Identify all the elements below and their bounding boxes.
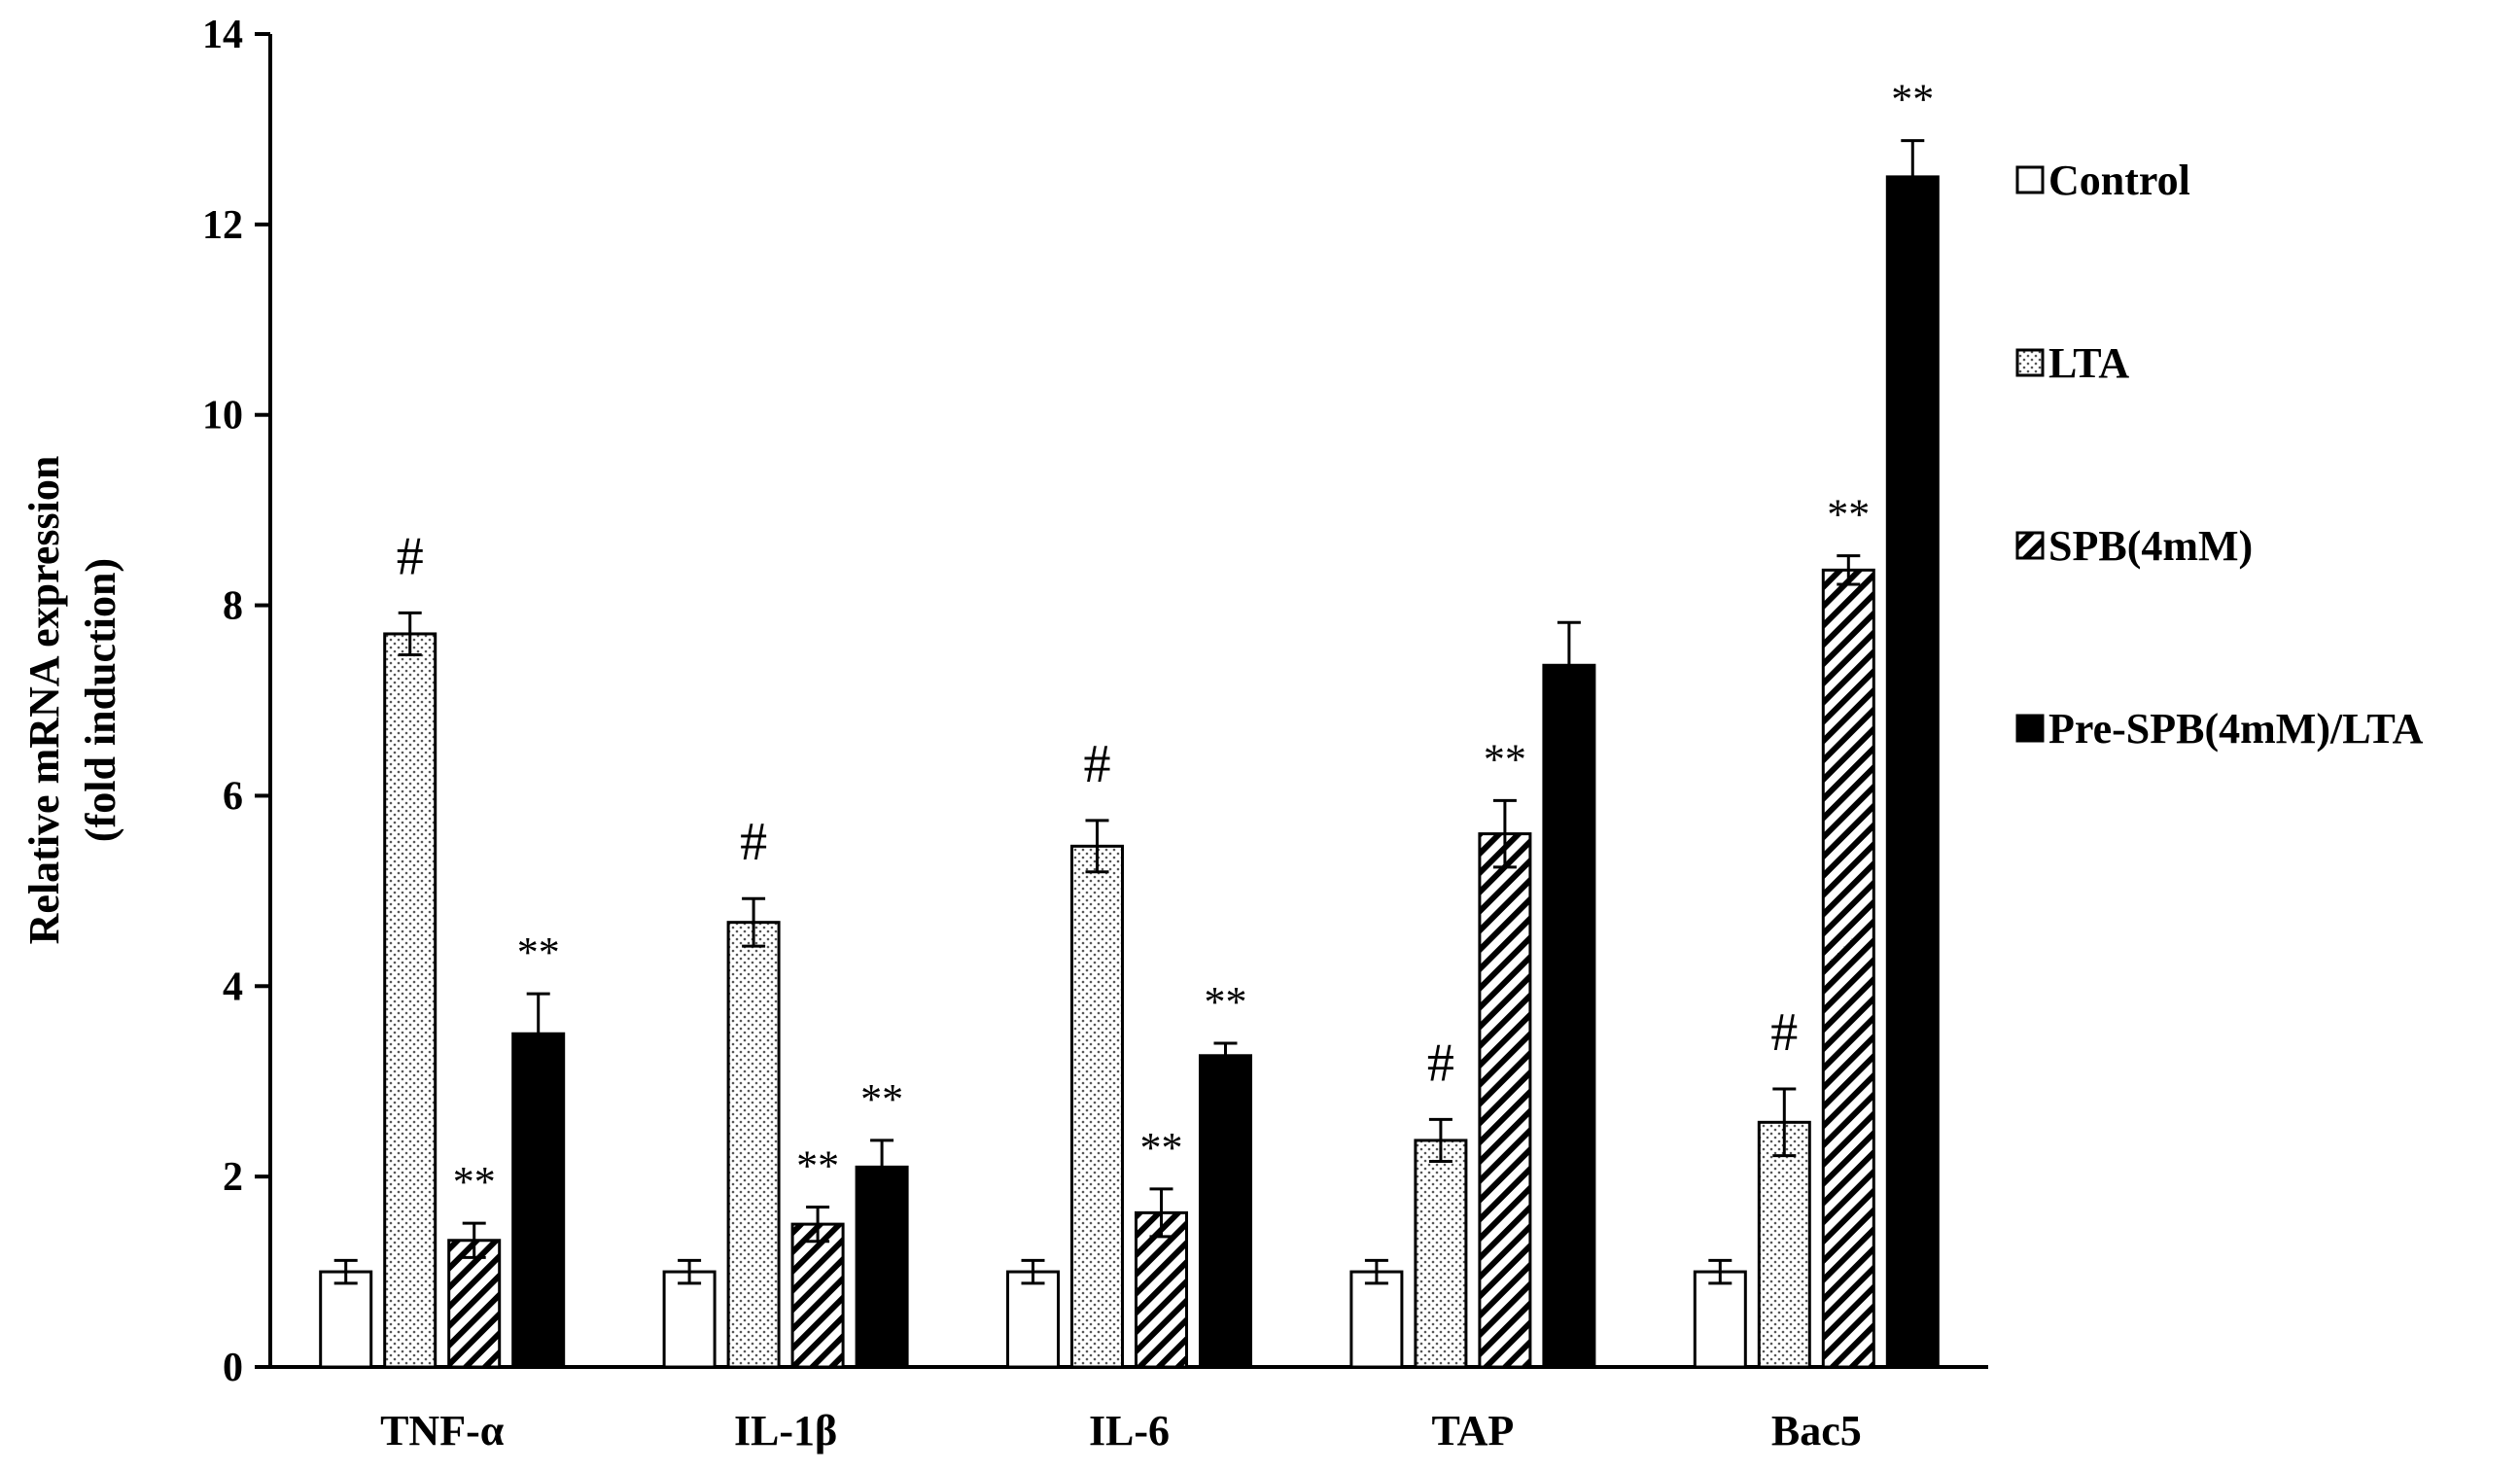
axes: 0 2 4 6 8 10 12 14 TNF-α IL-1β IL-6 TAP Bac5 <box>202 13 1988 1454</box>
y-tick-label: 2 <box>223 1155 243 1200</box>
bar <box>447 1239 502 1369</box>
bar <box>511 1032 566 1369</box>
bar <box>662 1270 717 1369</box>
y-axis-label-line: Relative mRNA expression <box>20 456 68 945</box>
bar <box>1821 568 1875 1369</box>
bar <box>726 921 781 1369</box>
legend-label: SPB(4mM) <box>2048 522 2253 570</box>
bars: # ** ** # ** ** # ** ** # ** # ** ** <box>319 76 1940 1369</box>
bar <box>1070 844 1124 1369</box>
significance-marker: # <box>1084 734 1111 794</box>
bar <box>1478 832 1532 1369</box>
legend-label: Pre-SPB(4mM)/LTA <box>2048 705 2424 753</box>
significance-marker: # <box>397 526 424 586</box>
bar <box>319 1270 373 1369</box>
legend-swatch <box>2015 531 2045 560</box>
significance-marker: ** <box>1484 735 1526 783</box>
significance-marker: # <box>1770 1002 1798 1063</box>
y-tick-label: 10 <box>202 394 243 438</box>
legend-swatch <box>2015 165 2045 194</box>
bar <box>855 1165 909 1369</box>
bar <box>383 632 438 1369</box>
y-tick-label: 14 <box>202 13 243 57</box>
legend: Control LTA SPB(4mM) Pre-SPB(4mM)/LTA <box>2015 157 2424 753</box>
significance-marker: ** <box>1891 76 1934 123</box>
significance-marker: # <box>1427 1033 1454 1093</box>
significance-marker: ** <box>517 929 560 976</box>
bar <box>1757 1120 1811 1369</box>
significance-marker: ** <box>1205 978 1247 1026</box>
x-tick-label: Bac5 <box>1771 1407 1862 1454</box>
y-tick-label: 6 <box>223 774 243 819</box>
legend-swatch <box>2015 714 2045 743</box>
y-axis-label-line: (fold induction) <box>77 558 124 842</box>
y-tick-label: 12 <box>202 203 243 248</box>
bar <box>1006 1270 1060 1369</box>
significance-marker: ** <box>860 1075 903 1123</box>
x-tick-label: IL-1β <box>734 1407 837 1454</box>
x-tick-label: TNF-α <box>380 1407 505 1454</box>
significance-marker: ** <box>1140 1124 1183 1172</box>
significance-marker: # <box>740 812 767 872</box>
bar <box>1885 175 1940 1369</box>
bar <box>1135 1210 1188 1369</box>
significance-marker: ** <box>796 1141 839 1189</box>
legend-swatch <box>2015 348 2045 377</box>
significance-marker: ** <box>1827 491 1870 539</box>
bar <box>1542 663 1596 1369</box>
legend-label: Control <box>2048 157 2190 204</box>
bar <box>1414 1139 1468 1369</box>
bar <box>790 1222 845 1369</box>
bar <box>1693 1270 1747 1369</box>
bar <box>1349 1270 1404 1369</box>
x-tick-label: IL-6 <box>1089 1407 1170 1454</box>
significance-marker: ** <box>453 1158 496 1206</box>
legend-label: LTA <box>2048 339 2129 387</box>
x-tick-label: TAP <box>1432 1407 1515 1454</box>
y-axis-label: Relative mRNA expression (fold induction) <box>20 456 124 945</box>
y-tick-label: 8 <box>223 584 243 629</box>
y-tick-label: 4 <box>223 964 243 1009</box>
y-tick-label: 0 <box>223 1346 243 1390</box>
bar <box>1199 1054 1252 1369</box>
